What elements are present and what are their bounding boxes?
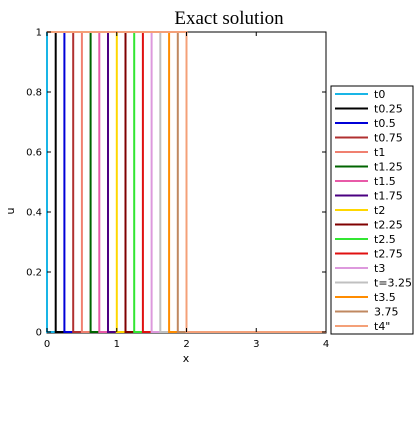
x-tick-label: 0	[44, 339, 50, 350]
legend-label-5: t1.25	[374, 161, 403, 174]
y-tick-label: 1	[36, 28, 42, 39]
x-axis-label: x	[183, 352, 190, 365]
legend-label-9: t2.25	[374, 219, 403, 232]
legend-label-12: t3	[374, 262, 385, 275]
legend-label-8: t2	[374, 204, 385, 217]
legend-label-3: t0.75	[374, 132, 403, 145]
x-tick-label: 3	[253, 339, 259, 350]
legend-label-7: t1.75	[374, 190, 403, 203]
y-tick-label: 0.6	[26, 148, 42, 159]
legend: t0t0.25t0.5t0.75t1t1.25t1.5t1.75t2t2.25t…	[330, 85, 414, 335]
legend-label-15: 3.75	[374, 306, 399, 319]
chart-title: Exact solution	[174, 8, 284, 29]
legend-label-6: t1.5	[374, 175, 396, 188]
legend-label-2: t0.5	[374, 117, 396, 130]
tick-layer: 0 1 2 3 4 0 0.2 0.4 0.6 0.8 1	[26, 28, 329, 351]
y-tick-label: 0.2	[26, 268, 42, 279]
x-tick-label: 4	[323, 339, 329, 350]
y-tick-label: 0.8	[26, 88, 42, 99]
legend-label-14: t3.5	[374, 291, 396, 304]
legend-label-4: t1	[374, 146, 385, 159]
legend-label-10: t2.5	[374, 233, 396, 246]
y-tick-label: 0	[36, 328, 42, 339]
legend-label-16: t4"	[374, 320, 390, 333]
y-axis-label: u	[4, 208, 17, 215]
series-layer	[46, 31, 326, 333]
legend-label-11: t2.75	[374, 248, 403, 261]
legend-label-1: t0.25	[374, 103, 403, 116]
x-tick-label: 1	[114, 339, 120, 350]
legend-label-0: t0	[374, 88, 385, 101]
legend-label-13: t=3.25	[374, 277, 412, 290]
y-tick-label: 0.4	[26, 208, 42, 219]
x-tick-label: 2	[183, 339, 189, 350]
